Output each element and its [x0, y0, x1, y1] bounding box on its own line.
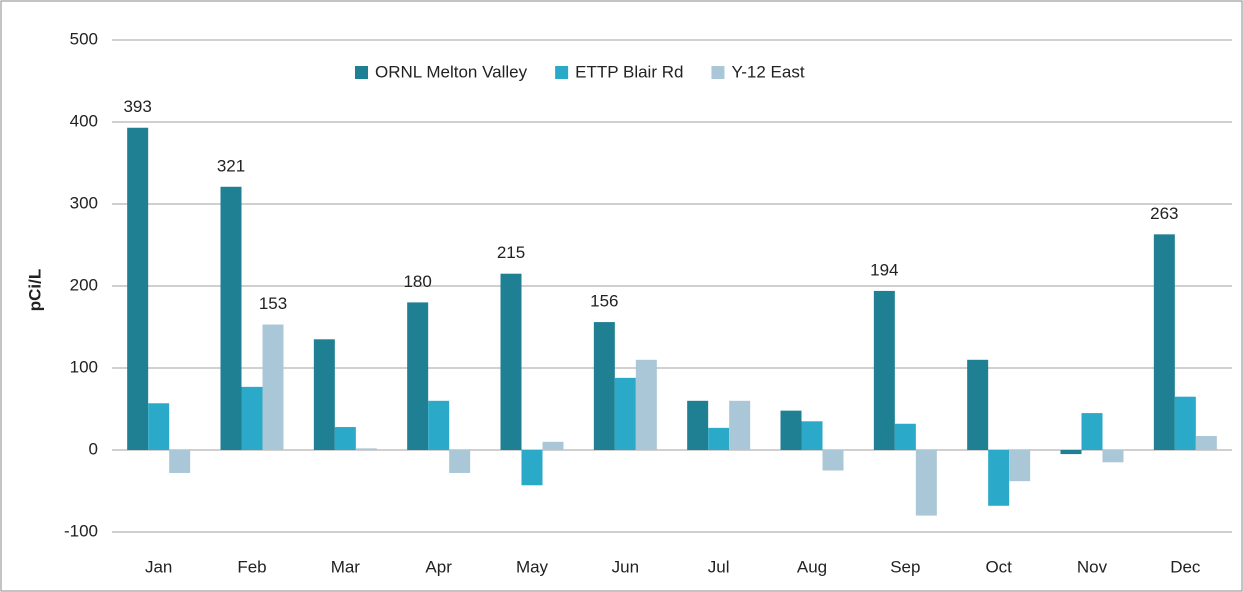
bar — [873, 290, 895, 450]
x-tick-label: Mar — [331, 557, 361, 576]
data-label: 321 — [217, 156, 245, 175]
bar — [241, 386, 263, 450]
bar — [1102, 450, 1124, 463]
bar — [780, 410, 802, 450]
bar — [500, 273, 522, 450]
y-tick-label: 400 — [70, 111, 98, 130]
bar — [428, 400, 450, 450]
legend-swatch — [711, 66, 725, 79]
bar — [635, 359, 657, 450]
y-tick-label: 100 — [70, 357, 98, 376]
bar — [262, 324, 284, 450]
x-tick-label: Feb — [237, 557, 266, 576]
legend-swatch — [555, 66, 569, 79]
bar — [1195, 436, 1217, 450]
y-tick-label: 200 — [70, 275, 98, 294]
bar — [220, 186, 242, 450]
bar — [614, 377, 636, 450]
bar — [915, 450, 937, 516]
bar — [169, 450, 191, 473]
bar — [148, 403, 170, 450]
data-label: 215 — [497, 243, 525, 262]
bar — [1153, 234, 1175, 450]
data-label: 180 — [403, 272, 431, 291]
bar — [967, 359, 989, 450]
bar — [1174, 396, 1196, 450]
legend-label: Y-12 East — [731, 62, 804, 81]
data-label: 156 — [590, 292, 618, 311]
x-tick-label: Nov — [1077, 557, 1108, 576]
legend-label: ORNL Melton Valley — [375, 62, 528, 81]
x-tick-label: Dec — [1170, 557, 1201, 576]
data-label: 153 — [259, 294, 287, 313]
x-tick-label: Aug — [797, 557, 827, 576]
x-tick-label: Apr — [425, 557, 452, 576]
bar — [355, 448, 377, 450]
bar — [593, 322, 615, 450]
bar — [542, 441, 564, 450]
bar — [449, 450, 471, 473]
bar — [822, 450, 844, 471]
bar — [708, 427, 730, 450]
y-tick-label: 300 — [70, 193, 98, 212]
legend-label: ETTP Blair Rd — [575, 62, 683, 81]
data-label: 194 — [870, 260, 898, 279]
bar — [801, 421, 823, 450]
x-tick-label: Sep — [890, 557, 920, 576]
y-axis-label: pCi/L — [25, 269, 44, 312]
y-tick-label: -100 — [64, 521, 98, 540]
data-label: 393 — [123, 97, 151, 116]
bar — [127, 127, 149, 451]
bar — [334, 427, 356, 450]
x-tick-label: May — [516, 557, 549, 576]
x-tick-label: Jan — [145, 557, 172, 576]
bar — [1081, 413, 1103, 450]
y-tick-label: 500 — [70, 29, 98, 48]
bar — [988, 450, 1010, 506]
bar — [687, 400, 709, 450]
bar — [894, 423, 916, 450]
bar — [313, 339, 335, 450]
bar — [521, 450, 543, 486]
bar — [407, 302, 429, 450]
bar — [729, 400, 751, 450]
bar — [1060, 450, 1082, 455]
x-tick-label: Jul — [708, 557, 730, 576]
y-tick-label: 0 — [89, 439, 98, 458]
data-label: 263 — [1150, 204, 1178, 223]
x-tick-label: Oct — [985, 557, 1012, 576]
bar — [1009, 450, 1031, 482]
legend-swatch — [355, 66, 368, 79]
x-tick-label: Jun — [612, 557, 639, 576]
